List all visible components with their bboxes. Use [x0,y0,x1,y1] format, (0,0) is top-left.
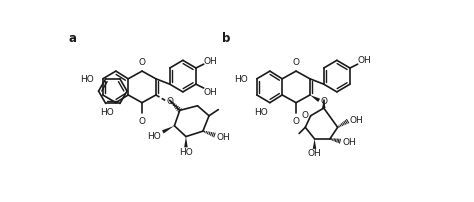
Text: HO: HO [254,108,267,117]
Text: OH: OH [204,88,218,97]
Text: OH: OH [217,132,230,141]
Text: OH: OH [358,56,372,65]
Polygon shape [310,96,320,103]
Text: b: b [222,32,230,45]
Text: O: O [138,58,146,67]
Text: OH: OH [308,148,321,157]
Polygon shape [322,101,326,108]
Text: a: a [68,32,76,45]
Text: O: O [167,96,173,105]
Text: HO: HO [80,75,93,84]
Text: OH: OH [204,57,218,65]
Text: HO: HO [179,147,193,156]
Text: O: O [301,111,309,120]
Text: O: O [292,58,300,67]
Text: OH: OH [350,116,364,124]
Text: HO: HO [100,108,114,117]
Text: HO: HO [147,131,161,140]
Polygon shape [184,137,188,148]
Polygon shape [162,126,174,134]
Text: O: O [321,96,328,105]
Text: O: O [292,116,300,125]
Text: OH: OH [342,138,356,147]
Polygon shape [313,139,316,149]
Text: HO: HO [234,75,247,84]
Text: O: O [138,116,146,125]
